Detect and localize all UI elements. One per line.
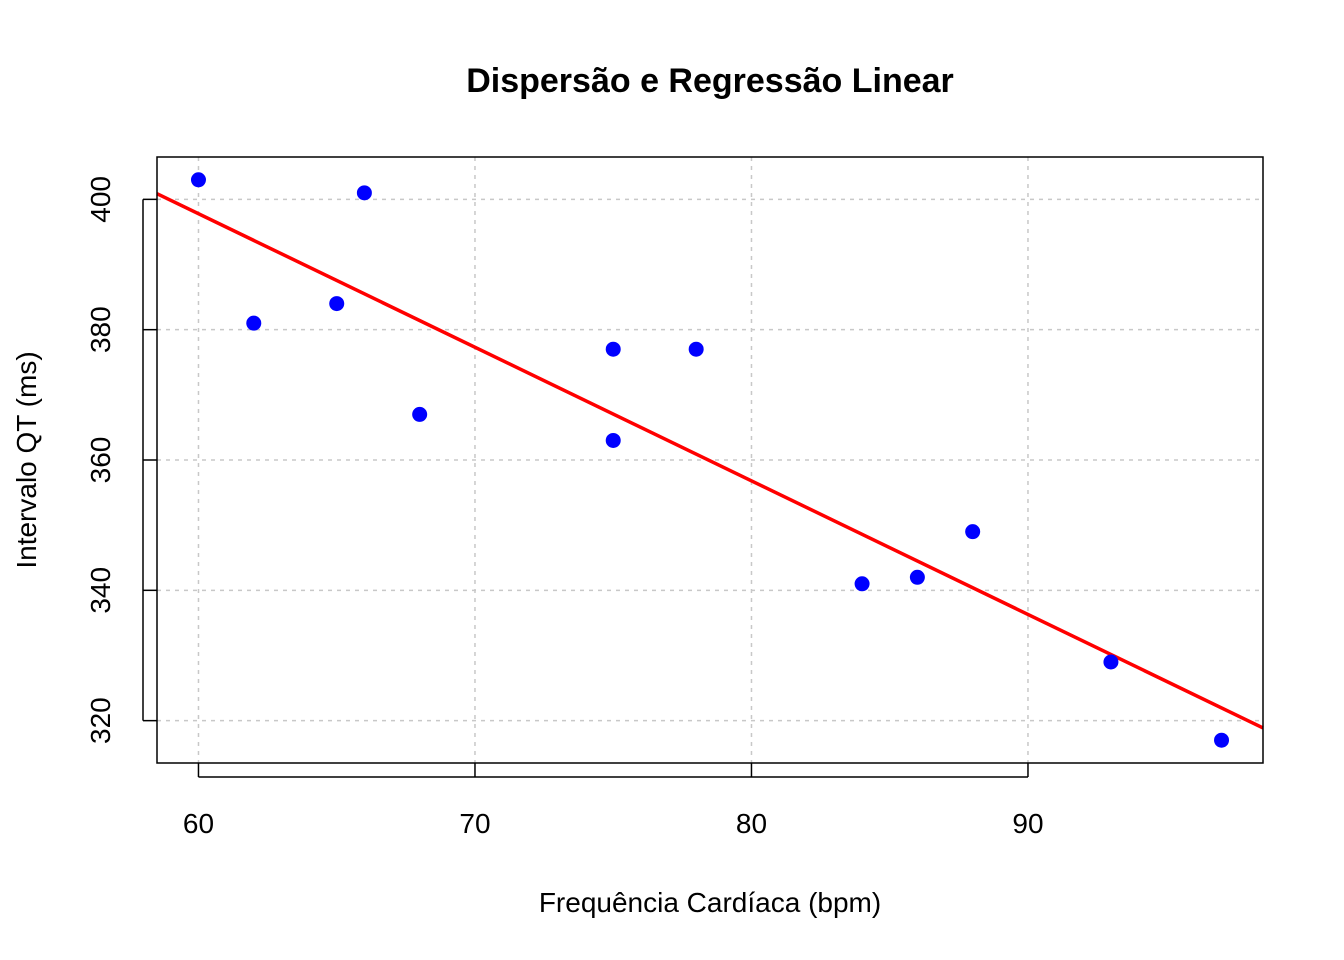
points	[190, 172, 1230, 748]
data-point	[605, 432, 621, 448]
chart-title: Dispersão e Regressão Linear	[466, 62, 954, 100]
data-point	[329, 296, 345, 312]
x-axis-label: Frequência Cardíaca (bpm)	[539, 887, 881, 918]
x-tick-label: 90	[1012, 808, 1043, 839]
data-point	[356, 185, 372, 201]
x-axis: 60 70 80 90	[183, 763, 1044, 839]
data-point	[854, 576, 870, 592]
y-axis-label: Intervalo QT (ms)	[11, 351, 42, 568]
data-point	[909, 569, 925, 585]
y-axis: 320 340 360 380 400	[85, 176, 157, 744]
y-tick-label: 400	[85, 176, 116, 223]
data-point	[965, 524, 981, 540]
x-tick-label: 80	[736, 808, 767, 839]
data-point	[605, 341, 621, 357]
y-tick-label: 380	[85, 306, 116, 353]
y-tick-label: 360	[85, 437, 116, 484]
x-tick-label: 60	[183, 808, 214, 839]
y-tick-label: 340	[85, 567, 116, 614]
regression-line-group	[156, 192, 1264, 730]
x-tick-label: 70	[459, 808, 490, 839]
data-point	[688, 341, 704, 357]
data-point	[1214, 732, 1230, 748]
y-tick-label: 320	[85, 697, 116, 744]
data-point	[190, 172, 206, 188]
data-point	[412, 406, 428, 422]
data-point	[1103, 654, 1119, 670]
data-point	[246, 315, 262, 331]
regression-line	[156, 192, 1264, 730]
